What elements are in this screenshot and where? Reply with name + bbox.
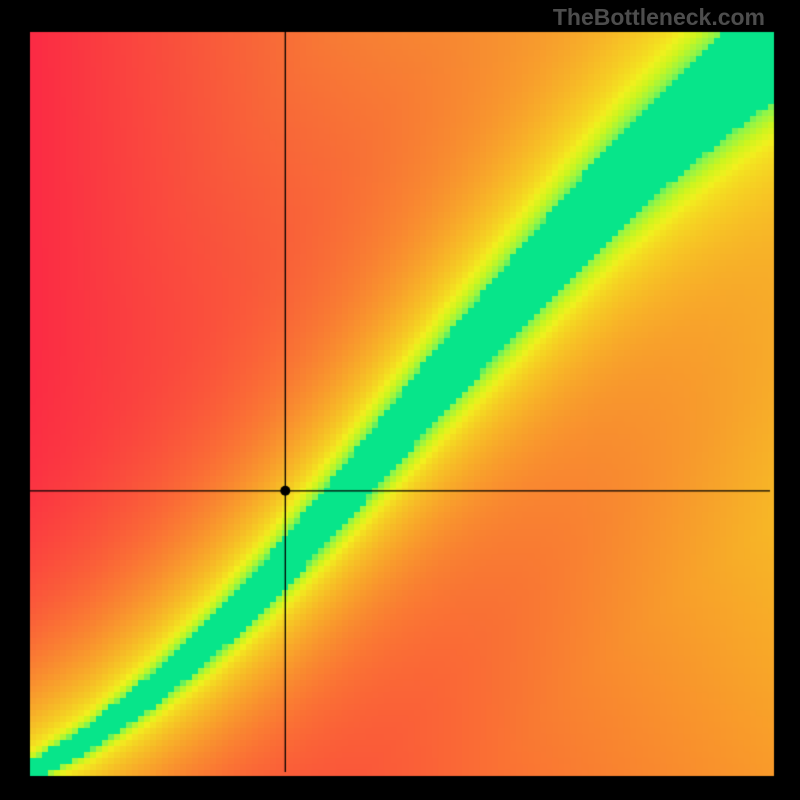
watermark-text: TheBottleneck.com — [553, 4, 765, 31]
bottleneck-heatmap — [0, 0, 800, 800]
